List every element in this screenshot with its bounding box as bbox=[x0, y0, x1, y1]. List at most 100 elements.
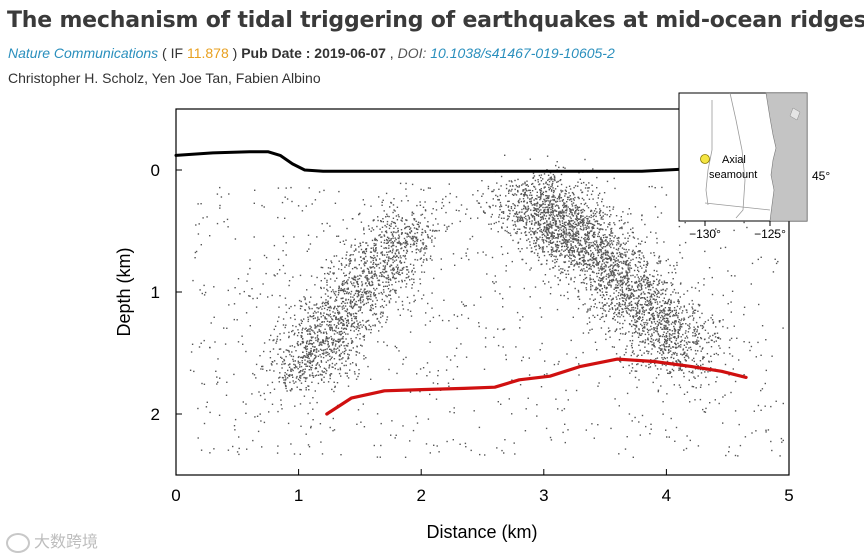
earthquake-point bbox=[372, 259, 374, 262]
earthquake-point bbox=[658, 296, 660, 298]
earthquake-point bbox=[326, 222, 328, 225]
earthquake-point bbox=[281, 357, 283, 359]
earthquake-point bbox=[631, 253, 633, 255]
earthquake-point bbox=[527, 238, 530, 240]
earthquake-point bbox=[410, 243, 412, 246]
earthquake-point bbox=[650, 304, 653, 306]
earthquake-point bbox=[283, 363, 285, 365]
earthquake-point bbox=[587, 190, 589, 192]
earthquake-point bbox=[505, 195, 507, 197]
earthquake-point bbox=[545, 239, 547, 242]
earthquake-point bbox=[392, 276, 394, 279]
earthquake-point bbox=[517, 241, 520, 244]
earthquake-point bbox=[384, 265, 387, 267]
earthquake-point bbox=[607, 327, 610, 329]
earthquake-point bbox=[557, 205, 559, 207]
journal-link[interactable]: Nature Communications bbox=[8, 45, 159, 61]
earthquake-point bbox=[562, 239, 564, 241]
earthquake-point bbox=[360, 302, 362, 304]
earthquake-point bbox=[524, 207, 527, 209]
earthquake-point bbox=[422, 367, 425, 369]
earthquake-point bbox=[307, 320, 309, 323]
earthquake-point bbox=[389, 278, 391, 280]
earthquake-point bbox=[677, 292, 679, 294]
earthquake-point bbox=[399, 244, 402, 246]
earthquake-point bbox=[662, 350, 664, 353]
earthquake-point bbox=[400, 286, 402, 289]
earthquake-point bbox=[572, 192, 575, 195]
earthquake-point bbox=[600, 277, 602, 280]
earthquake-point bbox=[371, 270, 373, 273]
earthquake-point bbox=[689, 401, 691, 403]
earthquake-point bbox=[567, 429, 569, 431]
earthquake-point bbox=[587, 235, 590, 237]
earthquake-point bbox=[536, 205, 538, 207]
earthquake-point bbox=[656, 270, 658, 272]
earthquake-point bbox=[658, 292, 660, 294]
earthquake-point bbox=[332, 366, 334, 368]
earthquake-point bbox=[628, 284, 631, 286]
earthquake-point bbox=[424, 231, 427, 233]
earthquake-point bbox=[289, 375, 291, 377]
earthquake-point bbox=[558, 269, 560, 271]
earthquake-point bbox=[362, 251, 364, 253]
earthquake-point bbox=[629, 261, 631, 264]
earthquake-point bbox=[623, 281, 625, 283]
earthquake-point bbox=[659, 279, 661, 281]
earthquake-point bbox=[407, 276, 409, 279]
earthquake-point bbox=[680, 282, 682, 284]
earthquake-point bbox=[317, 318, 319, 320]
earthquake-point bbox=[700, 372, 703, 374]
earthquake-point bbox=[583, 209, 586, 212]
earthquake-point bbox=[694, 341, 696, 343]
earthquake-point bbox=[675, 292, 677, 294]
earthquake-point bbox=[590, 255, 592, 257]
earthquake-point bbox=[643, 352, 645, 354]
earthquake-point bbox=[628, 313, 630, 315]
earthquake-point bbox=[628, 298, 631, 300]
earthquake-point bbox=[658, 260, 660, 262]
earthquake-point bbox=[363, 291, 366, 294]
earthquake-point bbox=[671, 330, 673, 332]
earthquake-point bbox=[694, 312, 696, 314]
earthquake-point bbox=[570, 263, 572, 265]
earthquake-point bbox=[641, 288, 643, 290]
earthquake-point bbox=[618, 220, 621, 222]
earthquake-point bbox=[617, 272, 619, 275]
earthquake-point bbox=[621, 311, 623, 314]
earthquake-point bbox=[389, 240, 391, 242]
earthquake-point bbox=[335, 318, 337, 320]
earthquake-point bbox=[579, 221, 581, 223]
earthquake-point bbox=[287, 364, 290, 366]
earthquake-point bbox=[344, 290, 346, 292]
earthquake-point bbox=[388, 294, 390, 296]
earthquake-point bbox=[542, 246, 545, 248]
earthquake-point bbox=[628, 269, 631, 271]
earthquake-point bbox=[637, 312, 639, 314]
earthquake-point bbox=[584, 238, 586, 241]
earthquake-point bbox=[551, 251, 553, 253]
earthquake-point bbox=[357, 275, 359, 277]
doi-link[interactable]: 10.1038/s41467-019-10605-2 bbox=[430, 45, 615, 61]
earthquake-point bbox=[526, 210, 528, 212]
earthquake-point bbox=[635, 289, 638, 292]
earthquake-point bbox=[669, 329, 671, 331]
earthquake-point bbox=[626, 295, 629, 298]
earthquake-point bbox=[506, 219, 509, 221]
earthquake-point bbox=[395, 301, 397, 303]
earthquake-point bbox=[657, 292, 659, 294]
earthquake-point bbox=[613, 247, 615, 249]
earthquake-point bbox=[719, 338, 722, 340]
earthquake-point bbox=[347, 333, 349, 335]
earthquake-point bbox=[411, 287, 413, 289]
earthquake-point bbox=[290, 370, 292, 372]
earthquake-point bbox=[617, 236, 620, 239]
earthquake-point bbox=[342, 338, 344, 340]
earthquake-point bbox=[557, 234, 559, 236]
earthquake-point bbox=[364, 292, 366, 294]
earthquake-point bbox=[669, 339, 671, 341]
earthquake-point bbox=[390, 238, 392, 240]
earthquake-point bbox=[415, 236, 418, 238]
earthquake-point bbox=[534, 219, 536, 221]
earthquake-point bbox=[554, 188, 557, 190]
